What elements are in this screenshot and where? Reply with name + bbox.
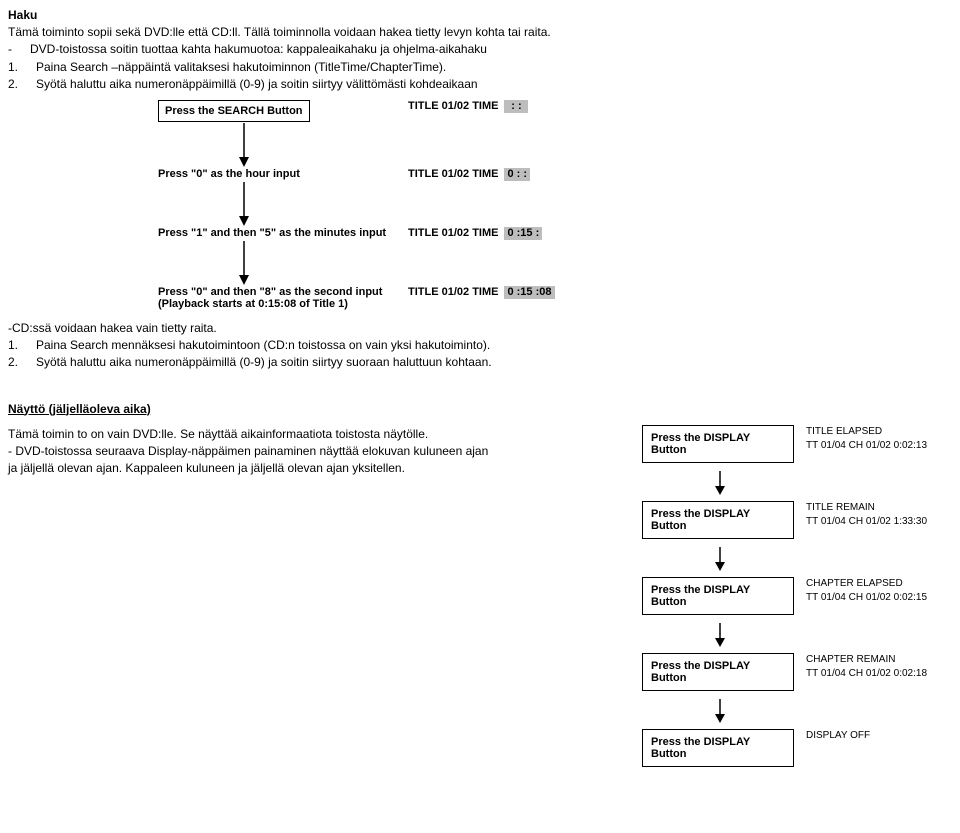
diagram-left-3: Press "0" and then "8" as the second inp… (158, 286, 408, 310)
display-button-0: Press the DISPLAY Button (642, 425, 794, 463)
search-button-box: Press the SEARCH Button (158, 100, 310, 122)
display-info-0-t2: TT 01/04 CH 01/02 0:02:13 (806, 439, 927, 453)
display-info-2: CHAPTER ELAPSED TT 01/04 CH 01/02 0:02:1… (806, 577, 927, 605)
time-value-3: 0 :15 :08 (504, 286, 554, 299)
diagram-right-2: TITLE 01/02 TIME 0 :15 : (408, 227, 542, 240)
intro-line: Tämä toiminto sopii sekä DVD:lle että CD… (8, 24, 952, 40)
arrow-0 (238, 123, 952, 167)
arrow-2 (238, 241, 952, 285)
down-arrow-icon (714, 623, 726, 647)
display-button-1: Press the DISPLAY Button (642, 501, 794, 539)
title: Haku (8, 7, 952, 23)
display-info-0-t1: TITLE ELAPSED (806, 425, 927, 439)
cd-step2-row: 2. Syötä haluttu aika numeronäppäimillä … (8, 354, 952, 370)
display-line2a: - DVD-toistossa seuraava Display-näppäim… (8, 443, 632, 459)
display-arrow-1 (714, 547, 952, 571)
step1-num: 1. (8, 59, 36, 75)
cd-step1-num: 1. (8, 337, 36, 353)
cd-step2-text: Syötä haluttu aika numeronäppäimillä (0-… (36, 354, 952, 370)
display-diagram: Press the DISPLAY Button TITLE ELAPSED T… (642, 425, 952, 775)
search-diagram: Press the SEARCH Button TITLE 01/02 TIME… (158, 100, 952, 310)
display-row-1: Press the DISPLAY Button TITLE REMAIN TT… (642, 501, 952, 539)
diagram-left-3-sub: (Playback starts at 0:15:08 of Title 1) (158, 298, 408, 310)
time-label-0: TITLE 01/02 TIME (408, 100, 498, 112)
step1-text: Paina Search –näppäintä valitaksesi haku… (36, 59, 952, 75)
display-button-2: Press the DISPLAY Button (642, 577, 794, 615)
cd-intro: -CD:ssä voidaan hakea vain tietty raita. (8, 320, 952, 336)
diagram-left-0: Press the SEARCH Button (158, 100, 408, 122)
doc-root: Haku Tämä toiminto sopii sekä DVD:lle et… (8, 7, 952, 775)
display-info-3-t2: TT 01/04 CH 01/02 0:02:18 (806, 667, 927, 681)
display-row-0: Press the DISPLAY Button TITLE ELAPSED T… (642, 425, 952, 463)
diagram-row-2: Press "1" and then "5" as the minutes in… (158, 227, 952, 240)
display-button-4: Press the DISPLAY Button (642, 729, 794, 767)
time-label-2: TITLE 01/02 TIME (408, 227, 498, 239)
display-body: Tämä toimin to on vain DVD:lle. Se näytt… (8, 425, 952, 775)
cd-section: -CD:ssä voidaan hakea vain tietty raita.… (8, 320, 952, 371)
diagram-right-0: TITLE 01/02 TIME : : (408, 100, 528, 113)
time-label-3: TITLE 01/02 TIME (408, 286, 498, 298)
display-text-block: Tämä toimin to on vain DVD:lle. Se näytt… (8, 425, 642, 775)
display-info-3-t1: CHAPTER REMAIN (806, 653, 927, 667)
down-arrow-icon (714, 699, 726, 723)
diagram-row-3: Press "0" and then "8" as the second inp… (158, 286, 952, 310)
dash-marker: - (8, 41, 30, 57)
display-arrow-0 (714, 471, 952, 495)
down-arrow-icon (238, 241, 250, 285)
display-info-1-t2: TT 01/04 CH 01/02 1:33:30 (806, 515, 927, 529)
arrow-1 (238, 182, 952, 226)
down-arrow-icon (714, 547, 726, 571)
display-row-3: Press the DISPLAY Button CHAPTER REMAIN … (642, 653, 952, 691)
diagram-left-3-text: Press "0" and then "8" as the second inp… (158, 286, 408, 298)
step1-row: 1. Paina Search –näppäintä valitaksesi h… (8, 59, 952, 75)
display-info-1-t1: TITLE REMAIN (806, 501, 927, 515)
display-info-4-t1: DISPLAY OFF (806, 729, 870, 743)
down-arrow-icon (238, 123, 250, 167)
diagram-left-2: Press "1" and then "5" as the minutes in… (158, 227, 408, 239)
display-arrow-3 (714, 699, 952, 723)
time-value-0: : : (504, 100, 528, 113)
diagram-row-1: Press "0" as the hour input TITLE 01/02 … (158, 168, 952, 181)
step2-num: 2. (8, 76, 36, 92)
diagram-left-1: Press "0" as the hour input (158, 168, 408, 180)
diagram-right-3: TITLE 01/02 TIME 0 :15 :08 (408, 286, 555, 299)
time-value-2: 0 :15 : (504, 227, 542, 240)
display-section: Näyttö (jäljelläoleva aika) Tämä toimin … (8, 401, 952, 775)
down-arrow-icon (714, 471, 726, 495)
display-arrow-2 (714, 623, 952, 647)
display-row-2: Press the DISPLAY Button CHAPTER ELAPSED… (642, 577, 952, 615)
step2-row: 2. Syötä haluttu aika numeronäppäimillä … (8, 76, 952, 92)
display-line1: Tämä toimin to on vain DVD:lle. Se näytt… (8, 426, 632, 442)
display-info-2-t2: TT 01/04 CH 01/02 0:02:15 (806, 591, 927, 605)
display-title: Näyttö (jäljelläoleva aika) (8, 401, 952, 417)
diagram-row-0: Press the SEARCH Button TITLE 01/02 TIME… (158, 100, 952, 122)
dash-row: - DVD-toistossa soitin tuottaa kahta hak… (8, 41, 952, 57)
time-value-1: 0 : : (504, 168, 530, 181)
cd-step1-text: Paina Search mennäksesi hakutoimintoon (… (36, 337, 952, 353)
display-info-0: TITLE ELAPSED TT 01/04 CH 01/02 0:02:13 (806, 425, 927, 453)
diagram-right-1: TITLE 01/02 TIME 0 : : (408, 168, 530, 181)
display-button-3: Press the DISPLAY Button (642, 653, 794, 691)
display-info-1: TITLE REMAIN TT 01/04 CH 01/02 1:33:30 (806, 501, 927, 529)
display-row-4: Press the DISPLAY Button DISPLAY OFF (642, 729, 952, 767)
display-info-3: CHAPTER REMAIN TT 01/04 CH 01/02 0:02:18 (806, 653, 927, 681)
dash-text: DVD-toistossa soitin tuottaa kahta hakum… (30, 41, 952, 57)
down-arrow-icon (238, 182, 250, 226)
display-info-2-t1: CHAPTER ELAPSED (806, 577, 927, 591)
display-title-text: Näyttö (jäljelläoleva aika) (8, 402, 151, 416)
cd-step1-row: 1. Paina Search mennäksesi hakutoimintoo… (8, 337, 952, 353)
display-info-4: DISPLAY OFF (806, 729, 870, 743)
display-line2b: ja jäljellä olevan ajan. Kappaleen kulun… (8, 460, 632, 476)
time-label-1: TITLE 01/02 TIME (408, 168, 498, 180)
cd-step2-num: 2. (8, 354, 36, 370)
step2-text: Syötä haluttu aika numeronäppäimillä (0-… (36, 76, 952, 92)
